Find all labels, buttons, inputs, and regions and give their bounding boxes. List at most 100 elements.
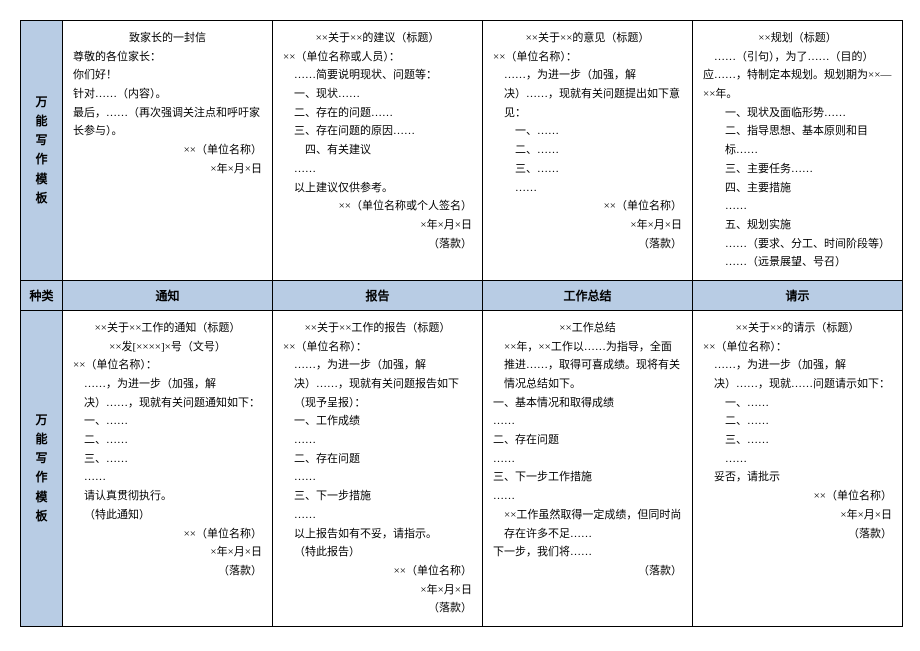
header-notice: 通知 xyxy=(63,280,273,310)
line: 请认真贯彻执行。 xyxy=(73,487,262,506)
cell-summary: ××工作总结 ××年，××工作以……为指导，全面推进……，取得可喜成绩。现将有关… xyxy=(483,310,693,626)
line: （特此报告） xyxy=(283,543,472,562)
line: 以上建议仅供参考。 xyxy=(283,179,472,198)
cell-suggestion: ××关于××的建议（标题） ××（单位名称或人员）： ……简要说明现状、问题等：… xyxy=(273,21,483,281)
cell-opinion: ××关于××的意见（标题） ××（单位名称）： ……，为进一步（加强，解决）……… xyxy=(483,21,693,281)
line: 一、工作成绩 xyxy=(283,412,472,431)
line: 应……，特制定本规划。规划期为××—××年。 xyxy=(703,66,892,103)
line: 三、…… xyxy=(703,431,892,450)
title: ××关于××工作的报告（标题） xyxy=(283,319,472,338)
line: 五、规划实施 xyxy=(703,216,892,235)
line: 一、现状及面临形势…… xyxy=(703,104,892,123)
line: 二、…… xyxy=(73,431,262,450)
line: ××工作虽然取得一定成绩，但同时尚存在许多不足…… xyxy=(493,506,682,543)
line: 二、指导思想、基本原则和目标…… xyxy=(703,122,892,159)
title: ××关于××的建议（标题） xyxy=(283,29,472,48)
line: …… xyxy=(283,506,472,525)
signature: （落款） xyxy=(283,235,472,254)
line: ……，为进一步（加强，解决）……，现就有关问题提出如下意见： xyxy=(493,66,682,122)
header-label: 种类 xyxy=(21,280,63,310)
line: 二、存在问题 xyxy=(283,450,472,469)
cell-report: ××关于××工作的报告（标题） ××（单位名称）： ……，为进一步（加强，解决）… xyxy=(273,310,483,626)
signature: ×年×月×日 xyxy=(73,543,262,562)
line: 以上报告如有不妥，请指示。 xyxy=(283,525,472,544)
line: ……（引句），为了……（目的） xyxy=(703,48,892,67)
line: 下一步，我们将…… xyxy=(493,543,682,562)
line: ××年，××工作以……为指导，全面推进……，取得可喜成绩。现将有关情况总结如下。 xyxy=(493,338,682,394)
line: …… xyxy=(283,160,472,179)
signature: ×年×月×日 xyxy=(73,160,262,179)
line: 二、…… xyxy=(493,141,682,160)
line: 三、下一步工作措施 xyxy=(493,468,682,487)
line: 二、…… xyxy=(703,412,892,431)
signature: ×年×月×日 xyxy=(703,506,892,525)
line: 二、存在的问题…… xyxy=(283,104,472,123)
line: 一、…… xyxy=(493,122,682,141)
line: 妥否，请批示 xyxy=(703,468,892,487)
line: 一、基本情况和取得成绩 xyxy=(493,394,682,413)
line: 一、…… xyxy=(703,394,892,413)
line: ……（要求、分工、时间阶段等） xyxy=(703,235,892,254)
signature: （落款） xyxy=(73,562,262,581)
line: ……（远景展望、号召） xyxy=(703,253,892,272)
line: 三、存在问题的原因…… xyxy=(283,122,472,141)
header-request: 请示 xyxy=(693,280,903,310)
line: 尊敬的各位家长： xyxy=(73,48,262,67)
template-row-2: 万能写作模板 ××关于××工作的通知（标题） ××发[××××]×号（文号） ×… xyxy=(21,310,903,626)
signature: ×年×月×日 xyxy=(493,216,682,235)
signature: ××（单位名称） xyxy=(283,562,472,581)
line: …… xyxy=(493,487,682,506)
signature: ××（单位名称或个人签名） xyxy=(283,197,472,216)
line: 四、有关建议 xyxy=(283,141,472,160)
line: 二、存在问题 xyxy=(493,431,682,450)
line: ……，为进一步（加强，解决）……，现就……问题请示如下： xyxy=(703,356,892,393)
line: …… xyxy=(73,468,262,487)
signature: （落款） xyxy=(703,525,892,544)
line: ……简要说明现状、问题等： xyxy=(283,66,472,85)
line: ××（单位名称）： xyxy=(493,48,682,67)
line: …… xyxy=(283,468,472,487)
signature: ××（单位名称） xyxy=(73,525,262,544)
title: 致家长的一封信 xyxy=(73,29,262,48)
line: 三、…… xyxy=(493,160,682,179)
line: …… xyxy=(493,450,682,469)
line: ××（单位名称）： xyxy=(703,338,892,357)
signature: ××（单位名称） xyxy=(73,141,262,160)
cell-request: ××关于××的请示（标题） ××（单位名称）： ……，为进一步（加强，解决）……… xyxy=(693,310,903,626)
line: …… xyxy=(703,197,892,216)
signature: ×年×月×日 xyxy=(283,216,472,235)
template-table: 万能写作模板 致家长的一封信 尊敬的各位家长： 你们好！ 针对……（内容）。 最… xyxy=(20,20,903,627)
line: 三、…… xyxy=(73,450,262,469)
line: （特此通知） xyxy=(73,506,262,525)
line: …… xyxy=(493,179,682,198)
line: 四、主要措施 xyxy=(703,179,892,198)
line: …… xyxy=(283,431,472,450)
row2-label: 万能写作模板 xyxy=(21,310,63,626)
line: 三、主要任务…… xyxy=(703,160,892,179)
line: 最后，……（再次强调关注点和呼吁家长参与）。 xyxy=(73,104,262,141)
line: 针对……（内容）。 xyxy=(73,85,262,104)
line: ××（单位名称或人员）： xyxy=(283,48,472,67)
title: ××关于××的意见（标题） xyxy=(493,29,682,48)
line: 三、下一步措施 xyxy=(283,487,472,506)
title: ××规划（标题） xyxy=(703,29,892,48)
header-summary: 工作总结 xyxy=(483,280,693,310)
title: ××关于××的请示（标题） xyxy=(703,319,892,338)
line: 你们好！ xyxy=(73,66,262,85)
template-row-1: 万能写作模板 致家长的一封信 尊敬的各位家长： 你们好！ 针对……（内容）。 最… xyxy=(21,21,903,281)
line: ××（单位名称）： xyxy=(283,338,472,357)
signature: ××（单位名称） xyxy=(493,197,682,216)
signature: （落款） xyxy=(283,599,472,618)
line: ……，为进一步（加强，解决）……，现就有关问题报告如下（现予呈报）： xyxy=(283,356,472,412)
line: 一、…… xyxy=(73,412,262,431)
cell-notice: ××关于××工作的通知（标题） ××发[××××]×号（文号） ××（单位名称）… xyxy=(63,310,273,626)
header-report: 报告 xyxy=(273,280,483,310)
row1-label: 万能写作模板 xyxy=(21,21,63,281)
cell-plan: ××规划（标题） ……（引句），为了……（目的） 应……，特制定本规划。规划期为… xyxy=(693,21,903,281)
line: 一、现状…… xyxy=(283,85,472,104)
title: ××关于××工作的通知（标题） xyxy=(73,319,262,338)
line: ××发[××××]×号（文号） xyxy=(73,338,262,357)
signature: ×年×月×日 xyxy=(283,581,472,600)
signature: （落款） xyxy=(493,562,682,581)
line: ××（单位名称）： xyxy=(73,356,262,375)
